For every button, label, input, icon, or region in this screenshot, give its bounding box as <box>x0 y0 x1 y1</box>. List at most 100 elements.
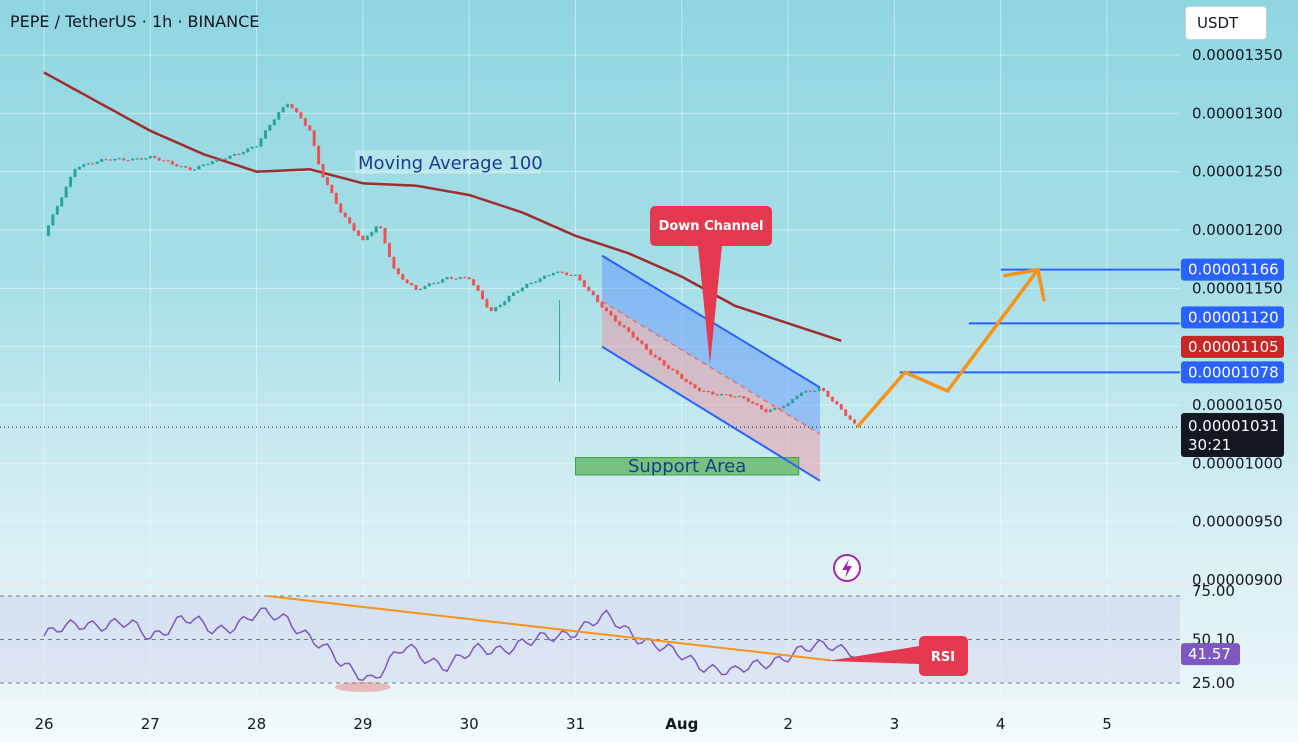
candle-body <box>454 278 458 280</box>
price-badge-target-3: 0.00001078 <box>1188 363 1279 381</box>
rsi-tick-label: 25.00 <box>1192 674 1235 692</box>
rsi-oversold-shade <box>334 682 391 692</box>
candle-body <box>157 158 161 161</box>
candle-body <box>170 161 174 165</box>
candle-body <box>667 365 671 369</box>
rsi-callout <box>828 636 968 676</box>
price-badge-ma: 0.00001105 <box>1188 338 1279 356</box>
candle-body <box>542 275 546 279</box>
countdown-label: 30:21 <box>1188 436 1231 454</box>
candle-body <box>494 307 498 312</box>
candle-body <box>760 405 764 410</box>
candle-body <box>755 403 759 406</box>
candle-body <box>582 280 586 287</box>
candle-body <box>228 155 232 159</box>
candle-body <box>565 272 569 275</box>
candle-body <box>64 186 68 198</box>
candle-body <box>746 398 750 402</box>
time-tick-label: 4 <box>996 715 1006 733</box>
candle-body <box>370 232 374 236</box>
candle-body <box>387 243 391 257</box>
candle-body <box>277 112 281 120</box>
flash-icon-glyph <box>842 559 852 578</box>
rsi-value-badge-bg <box>1181 643 1240 666</box>
candle-body <box>463 277 467 279</box>
candle-body <box>290 104 294 109</box>
candle-body <box>272 119 276 126</box>
candle-body <box>255 146 259 148</box>
price-badge-target-2-bg <box>1181 306 1284 329</box>
candle-body <box>551 273 555 276</box>
candle-body <box>791 399 795 404</box>
candle-body <box>166 160 170 162</box>
price-tick-label: 0.00000900 <box>1192 571 1283 589</box>
candles <box>46 103 857 425</box>
time-tick-label: Aug <box>665 715 698 733</box>
candle-body <box>427 283 431 287</box>
candle-body <box>826 390 830 397</box>
candle-body <box>396 268 400 275</box>
candle-body <box>458 277 462 279</box>
candle-body <box>600 301 604 308</box>
candle-body <box>383 228 387 244</box>
time-axis <box>0 702 1298 742</box>
candle-body <box>839 404 843 410</box>
channel-mid-line <box>601 300 821 435</box>
candle-body <box>162 160 166 162</box>
candle-body <box>55 206 59 215</box>
candle-body <box>560 271 564 273</box>
candle-body <box>281 107 285 113</box>
candle-body <box>534 281 538 283</box>
candle-body <box>649 349 653 355</box>
candle-body <box>675 370 679 374</box>
candle-body <box>547 275 551 277</box>
candle-body <box>77 166 81 170</box>
candle-body <box>511 292 515 296</box>
candle-body <box>622 325 626 328</box>
candle-body <box>627 327 631 332</box>
candle-body <box>401 274 405 280</box>
rsi-band <box>0 596 1180 683</box>
candle-body <box>817 387 821 391</box>
candle-body <box>356 230 360 236</box>
candle-body <box>86 163 90 165</box>
candle-body <box>768 409 772 413</box>
candle-body <box>574 274 577 276</box>
candle-body <box>348 217 352 224</box>
currency-button[interactable]: USDT <box>1185 6 1267 40</box>
price-tick-label: 0.00001050 <box>1192 396 1283 414</box>
candle-body <box>830 396 834 402</box>
candle-body <box>259 138 263 147</box>
candle-body <box>436 282 440 284</box>
down-channel-label: Down Channel <box>659 219 764 234</box>
candle-body <box>224 158 228 160</box>
pane-divider <box>0 580 1298 585</box>
candle-body <box>308 125 312 131</box>
rsi-value-badge: 41.57 <box>1188 645 1231 663</box>
candle-body <box>148 156 152 159</box>
candle-body <box>410 282 414 286</box>
candle-body <box>742 396 746 399</box>
price-tick-label: 0.00001350 <box>1192 46 1283 64</box>
candle-body <box>777 407 781 409</box>
candle-body <box>334 193 338 204</box>
candle-body <box>480 290 484 300</box>
price-tick-label: 0.00001200 <box>1192 221 1283 239</box>
candle-body <box>299 112 303 119</box>
candle-body <box>250 147 254 149</box>
candle-body <box>596 295 600 302</box>
rsi-callout-label: RSI <box>931 650 955 665</box>
candle-body <box>644 343 648 350</box>
candle-body <box>844 409 848 416</box>
candle-body <box>653 354 657 358</box>
candle-body <box>237 154 241 156</box>
candle-body <box>210 161 214 165</box>
candle-body <box>489 307 493 312</box>
chart-title: PEPE / TetherUS · 1h · BINANCE <box>10 12 260 31</box>
candle-body <box>95 161 99 164</box>
price-badge-ma-bg <box>1181 335 1284 358</box>
candle-body <box>418 288 422 290</box>
price-tick-label: 0.00001250 <box>1192 163 1283 181</box>
moving-average-label: Moving Average 100 <box>358 153 543 174</box>
